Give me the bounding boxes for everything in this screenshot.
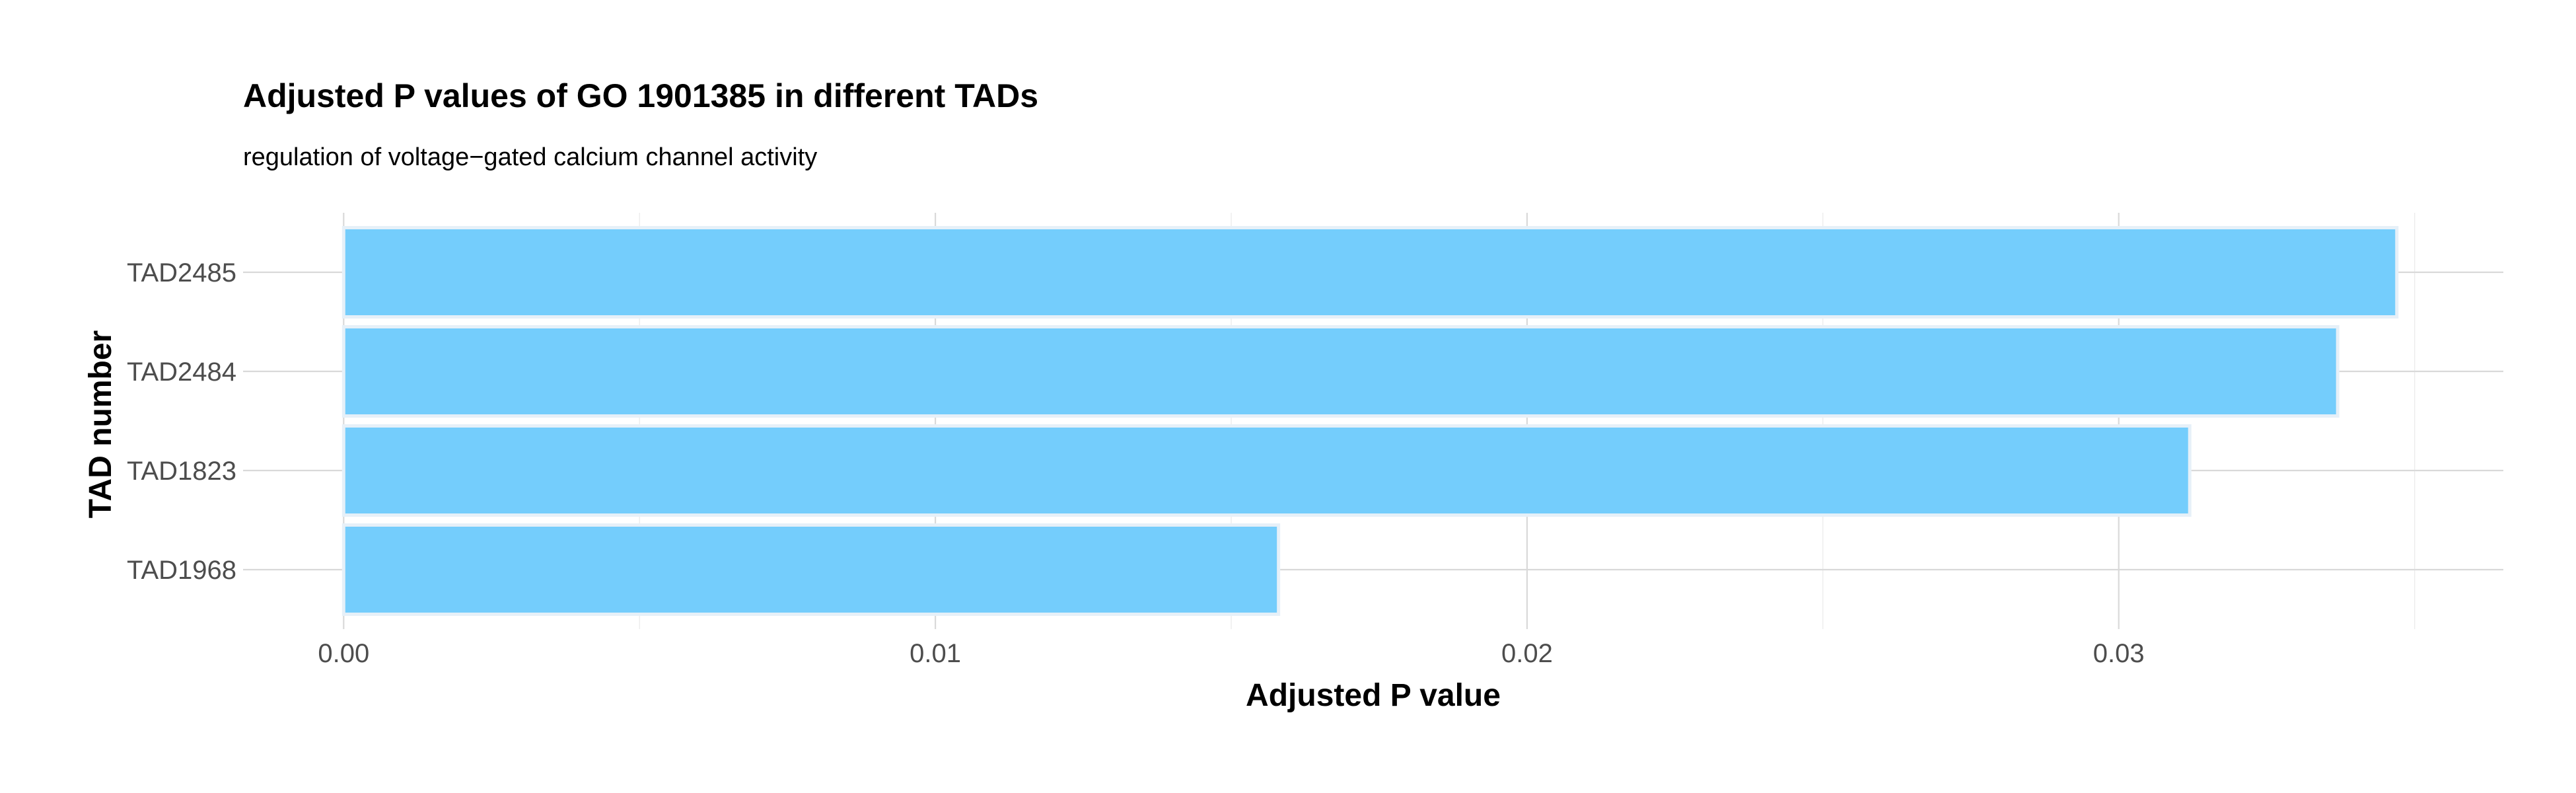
x-tick-labels: 0.00 0.01 0.02 0.03 bbox=[318, 639, 2144, 668]
x-tick-label: 0.01 bbox=[910, 639, 961, 668]
y-tick-labels: TAD2485 TAD2484 TAD1823 TAD1968 bbox=[127, 258, 236, 585]
bar-tad1968 bbox=[341, 523, 1281, 616]
bars bbox=[341, 226, 2399, 616]
y-axis-title: TAD number bbox=[83, 330, 118, 518]
bar-tad1823 bbox=[341, 424, 2192, 517]
y-tick-label: TAD2484 bbox=[127, 358, 236, 387]
chart-title: Adjusted P values of GO 1901385 in diffe… bbox=[243, 77, 1038, 114]
y-tick-label: TAD2485 bbox=[127, 258, 236, 287]
y-tick-label: TAD1823 bbox=[127, 457, 236, 486]
x-axis-title: Adjusted P value bbox=[1246, 678, 1501, 713]
bar-tad2484 bbox=[341, 325, 2340, 418]
bar-tad2485 bbox=[341, 226, 2399, 319]
x-tick-label: 0.03 bbox=[2093, 639, 2145, 668]
y-tick-label: TAD1968 bbox=[127, 556, 236, 585]
x-tick-label: 0.02 bbox=[1501, 639, 1553, 668]
chart-subtitle: regulation of voltage−gated calcium chan… bbox=[243, 143, 817, 171]
x-tick-label: 0.00 bbox=[318, 639, 369, 668]
